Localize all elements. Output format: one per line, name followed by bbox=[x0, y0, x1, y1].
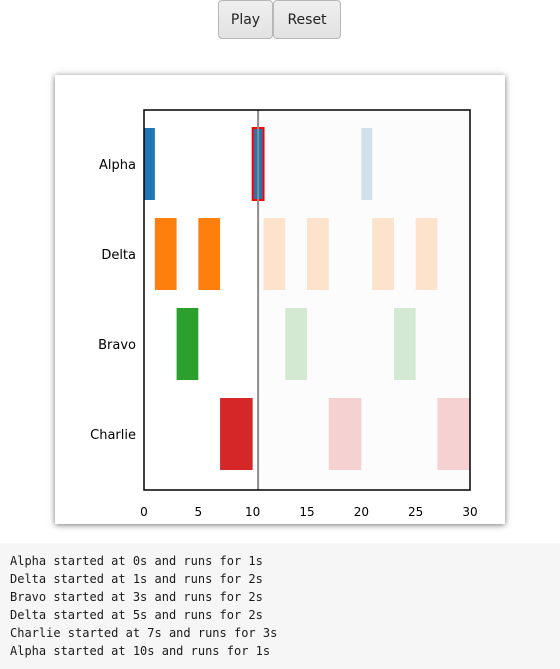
plot-frame bbox=[143, 109, 471, 491]
x-tick-label: 30 bbox=[462, 505, 477, 519]
event-bar bbox=[372, 218, 394, 290]
x-tick-label: 5 bbox=[195, 505, 203, 519]
future-region bbox=[258, 110, 470, 490]
event-log: Alpha started at 0s and runs for 1s Delt… bbox=[0, 543, 560, 669]
x-tick-label: 10 bbox=[245, 505, 260, 519]
event-bar bbox=[361, 128, 373, 200]
event-bar bbox=[144, 128, 155, 200]
event-bar bbox=[415, 218, 438, 290]
event-bar bbox=[198, 218, 221, 290]
event-bar bbox=[393, 308, 416, 380]
category-label: Delta bbox=[101, 248, 136, 263]
timeline-chart-card: Alpha Delta Bravo Charlie 0 5 10 15 20 25 30 bbox=[55, 75, 505, 524]
category-label: Charlie bbox=[90, 428, 136, 443]
timeline-chart: Alpha Delta Bravo Charlie 0 5 10 15 20 25 30 bbox=[90, 109, 478, 519]
event-bar bbox=[328, 398, 362, 470]
event-bar bbox=[437, 398, 470, 470]
log-line: Bravo started at 3s and runs for 2s bbox=[10, 590, 263, 604]
log-line: Charlie started at 7s and runs for 3s bbox=[10, 626, 278, 640]
x-tick-label: 15 bbox=[299, 505, 314, 519]
event-bar bbox=[220, 398, 253, 470]
play-button[interactable]: Play bbox=[218, 0, 273, 39]
category-label: Bravo bbox=[98, 338, 136, 353]
event-bar bbox=[154, 218, 177, 290]
x-tick-label: 20 bbox=[354, 505, 369, 519]
log-line: Delta started at 1s and runs for 2s bbox=[10, 572, 263, 586]
event-bar bbox=[263, 218, 286, 290]
log-line: Alpha started at 10s and runs for 1s bbox=[10, 644, 271, 658]
category-label: Alpha bbox=[99, 158, 136, 173]
event-bar bbox=[285, 308, 307, 380]
event-bar bbox=[307, 218, 329, 290]
reset-button[interactable]: Reset bbox=[273, 0, 341, 39]
x-tick-label: 25 bbox=[408, 505, 423, 519]
playback-controls: Play Reset bbox=[218, 0, 341, 39]
event-bar bbox=[176, 308, 199, 380]
log-line: Alpha started at 0s and runs for 1s bbox=[10, 554, 263, 568]
x-tick-label: 0 bbox=[140, 505, 148, 519]
log-line: Delta started at 5s and runs for 2s bbox=[10, 608, 263, 622]
